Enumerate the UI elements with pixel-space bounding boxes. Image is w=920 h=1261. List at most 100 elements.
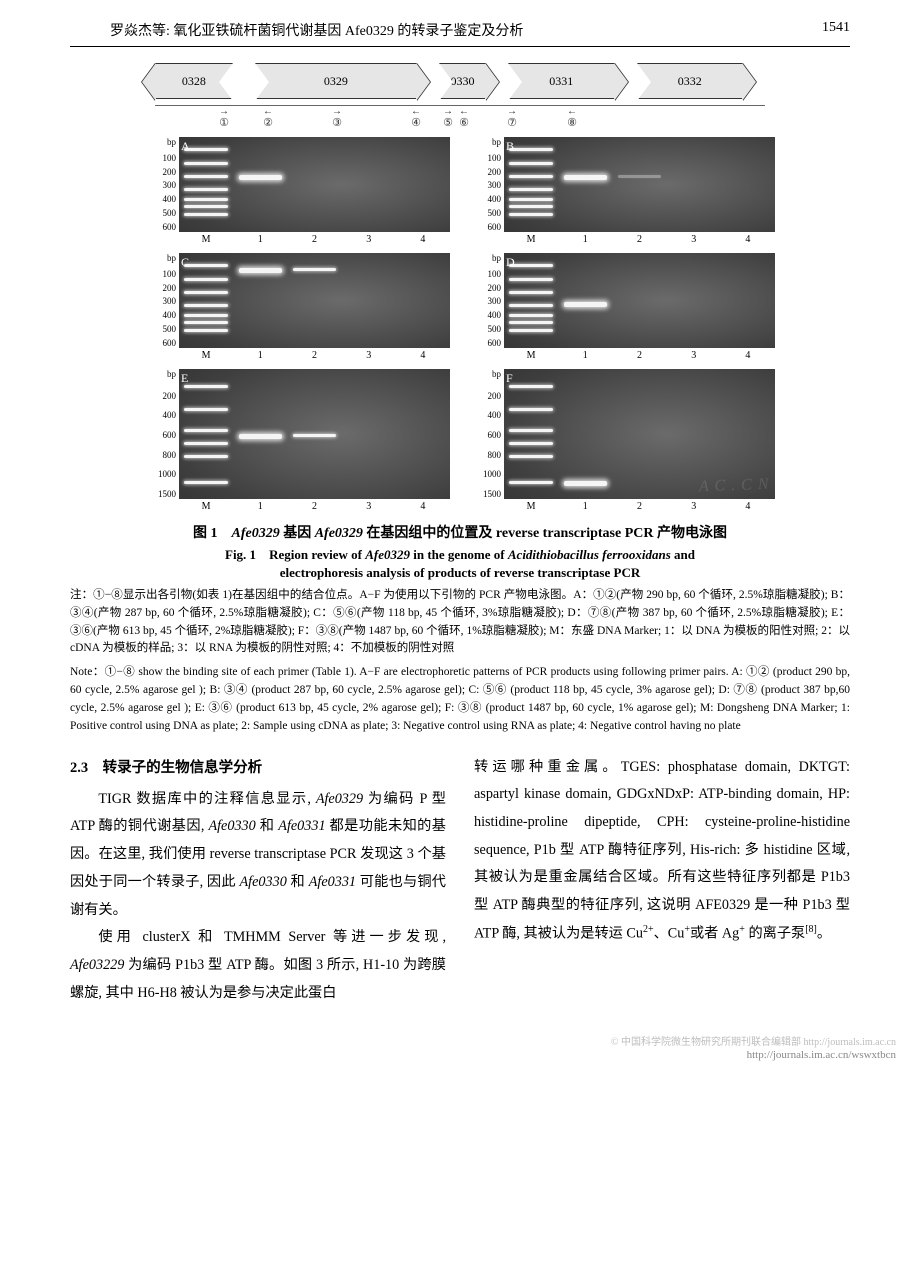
gel-band	[509, 291, 552, 294]
lane-label: 3	[667, 501, 721, 512]
gel-band	[184, 175, 227, 178]
gel-band	[509, 321, 552, 324]
gel-band	[509, 314, 552, 317]
left-para-1: TIGR 数据库中的注释信息显示, Afe0329 为编码 P 型 ATP 酶的…	[70, 786, 446, 924]
gel-lane	[287, 253, 341, 348]
gel-band	[564, 175, 607, 180]
gel-yaxis: bp20040060080010001500	[145, 369, 179, 499]
gel-band	[509, 304, 552, 307]
lane-label: 4	[396, 350, 450, 361]
primer-mark: →⑤	[441, 108, 455, 129]
gel-yaxis: bp100200300400500600	[145, 137, 179, 232]
lane-label: 1	[558, 234, 612, 245]
watermark: A C . C N	[698, 476, 769, 496]
lane-label: 3	[342, 501, 396, 512]
gel-panel-B: Bbp100200300400500600M1234	[470, 137, 775, 245]
fig-label-zh: 图 1	[193, 526, 218, 541]
gel-lane	[667, 137, 721, 232]
gel-band	[184, 162, 227, 165]
lane-label: M	[504, 350, 558, 361]
gel-lane	[233, 253, 287, 348]
gel-band	[184, 304, 227, 307]
gel-band	[509, 213, 552, 216]
gel-lane	[558, 137, 612, 232]
gel-image	[179, 253, 450, 348]
gel-xaxis: M1234	[145, 234, 450, 245]
gel-image: A C . C N	[504, 369, 775, 499]
lane-label: 2	[612, 501, 666, 512]
page-footer: © 中国科学院微生物研究所期刊联合编辑部 http://journals.im.…	[0, 1007, 920, 1069]
gel-band	[509, 188, 552, 191]
primer-mark: ←⑧	[551, 108, 593, 129]
gel-band	[239, 434, 282, 439]
fig1-caption-en: Fig. 1 Region review of Afe0329 in the g…	[70, 544, 850, 563]
panel-letter: B	[506, 139, 514, 154]
gel-band	[509, 385, 552, 388]
gel-band	[293, 268, 336, 271]
gel-image	[179, 137, 450, 232]
gel-lane	[558, 253, 612, 348]
gel-band	[184, 408, 227, 411]
gel-lane	[287, 137, 341, 232]
panel-letter: D	[506, 255, 515, 270]
lane-label: 2	[287, 234, 341, 245]
gene-arrow-0331: 0331	[508, 63, 614, 99]
header-page: 1541	[822, 20, 850, 40]
gel-band	[184, 291, 227, 294]
left-para-2: 使用 clusterX 和 TMHMM Server 等进一步发现, Afe03…	[70, 924, 446, 1007]
gel-lane	[342, 137, 396, 232]
gel-band	[509, 148, 552, 151]
gel-band	[184, 278, 227, 281]
figure-1: 03280329033003310332 →①←②→③←④→⑤←⑥→⑦←⑧ Ab…	[0, 47, 920, 736]
lane-label: 3	[667, 350, 721, 361]
gel-yaxis: bp20040060080010001500	[470, 369, 504, 499]
lane-label: 2	[612, 350, 666, 361]
lane-label: 1	[558, 501, 612, 512]
gel-lane	[612, 369, 666, 499]
gel-lane	[667, 253, 721, 348]
gel-band	[184, 442, 227, 445]
gel-band	[509, 264, 552, 267]
gel-yaxis: bp100200300400500600	[145, 253, 179, 348]
gel-lane	[342, 253, 396, 348]
gel-band	[184, 148, 227, 151]
lane-label: 1	[233, 350, 287, 361]
gel-lane	[179, 369, 233, 499]
lane-label: 1	[233, 234, 287, 245]
fig1-caption-zh: 图 1 Afe0329 基因 Afe0329 在基因组中的位置及 reverse…	[70, 522, 850, 542]
gel-panel-A: Abp100200300400500600M1234	[145, 137, 450, 245]
lane-label: 3	[342, 234, 396, 245]
fig-text-zh: 基因 Afe0329 在基因组中的位置及 reverse transcripta…	[283, 526, 727, 541]
gel-band	[509, 278, 552, 281]
running-header: 罗焱杰等: 氧化亚铁硫杆菌铜代谢基因 Afe0329 的转录子鉴定及分析 154…	[70, 0, 850, 47]
gel-yaxis: bp100200300400500600	[470, 253, 504, 348]
lane-label: 4	[721, 234, 775, 245]
gel-band	[509, 205, 552, 208]
lane-label: 2	[287, 501, 341, 512]
right-column: 转运哪种重金属。TGES: phosphatase domain, DKTGT:…	[474, 754, 850, 1008]
gel-panel-E: Ebp20040060080010001500M1234	[145, 369, 450, 512]
gel-band	[509, 442, 552, 445]
lane-label: 4	[396, 501, 450, 512]
gel-lane	[721, 137, 775, 232]
gel-lane	[233, 369, 287, 499]
lane-label: 2	[612, 234, 666, 245]
gel-band	[184, 205, 227, 208]
gel-lane	[612, 253, 666, 348]
gel-lane	[396, 369, 450, 499]
primer-mark: →⑦	[473, 108, 551, 129]
fig-label-en: Fig. 1	[225, 547, 256, 562]
gel-lane	[504, 369, 558, 499]
gel-yaxis: bp100200300400500600	[470, 137, 504, 232]
lane-label: 1	[233, 501, 287, 512]
gel-band	[509, 162, 552, 165]
gel-panel-F: Fbp20040060080010001500A C . C NM1234	[470, 369, 775, 512]
gel-band	[239, 175, 282, 180]
lane-label: M	[179, 234, 233, 245]
gel-band	[564, 481, 607, 486]
gel-lane	[612, 137, 666, 232]
gel-lane	[287, 369, 341, 499]
gel-band	[618, 175, 661, 178]
panel-letter: C	[181, 255, 189, 270]
gel-lane	[342, 369, 396, 499]
